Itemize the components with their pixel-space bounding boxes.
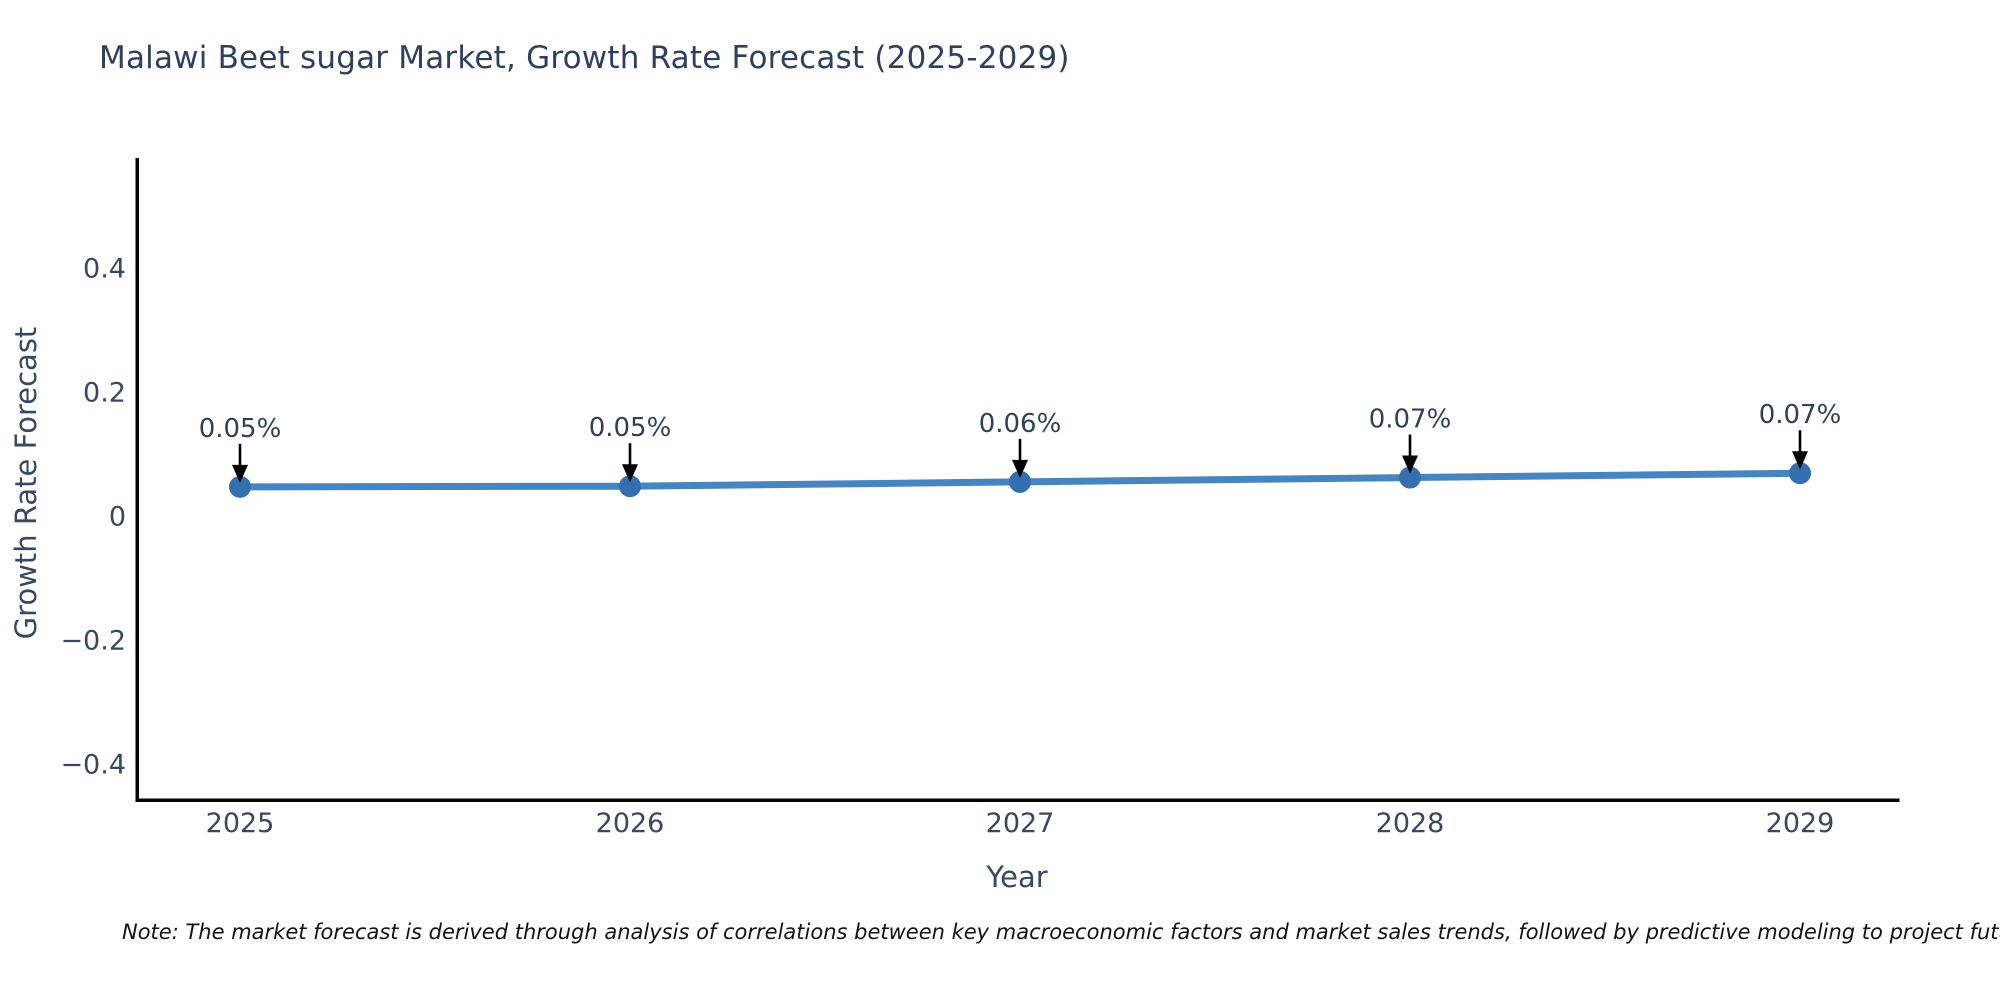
- data-point-marker: [1789, 462, 1811, 485]
- chart-title: Malawi Beet sugar Market, Growth Rate Fo…: [99, 40, 1070, 76]
- data-point-label: 0.07%: [1369, 405, 1452, 435]
- data-point-marker: [619, 475, 641, 498]
- y-tick-label: −0.2: [60, 626, 126, 657]
- x-tick-label: 2029: [1766, 808, 1835, 839]
- footnote: Note: The market forecast is derived thr…: [122, 920, 2000, 944]
- x-tick-label: 2026: [596, 808, 665, 839]
- y-tick-label: 0: [109, 502, 126, 533]
- x-tick-label: 2025: [206, 808, 275, 839]
- y-axis-line: [135, 158, 139, 802]
- annotation-arrowhead-icon: [1012, 459, 1028, 478]
- x-tick-label: 2027: [986, 808, 1055, 839]
- x-tick-labels: 2025 2026 2027 2028 2029: [206, 808, 1835, 839]
- y-tick-label: −0.4: [60, 750, 126, 781]
- y-tick-label: 0.2: [83, 378, 126, 409]
- x-tick-label: 2028: [1376, 808, 1445, 839]
- annotation-arrowhead-icon: [232, 464, 248, 483]
- data-point-label: 0.07%: [1759, 400, 1842, 430]
- data-point-annotations: 0.05% 0.05% 0.06% 0.07% 0.07%: [199, 400, 1842, 483]
- data-point-label: 0.06%: [979, 409, 1062, 439]
- data-point-label: 0.05%: [589, 413, 672, 443]
- annotation-arrowhead-icon: [1402, 455, 1418, 474]
- annotation-arrowhead-icon: [622, 464, 638, 483]
- data-point-marker: [229, 475, 251, 498]
- y-tick-labels: −0.4 −0.2 0 0.2 0.4: [60, 254, 126, 781]
- x-axis-title: Year: [986, 860, 1048, 894]
- data-point-label: 0.05%: [199, 414, 282, 444]
- data-point-marker: [1399, 466, 1421, 489]
- x-axis-line: [135, 798, 1900, 802]
- annotation-arrowhead-icon: [1792, 451, 1808, 470]
- data-point-markers: [229, 462, 1811, 498]
- y-tick-label: 0.4: [83, 254, 126, 285]
- data-point-marker: [1009, 470, 1031, 493]
